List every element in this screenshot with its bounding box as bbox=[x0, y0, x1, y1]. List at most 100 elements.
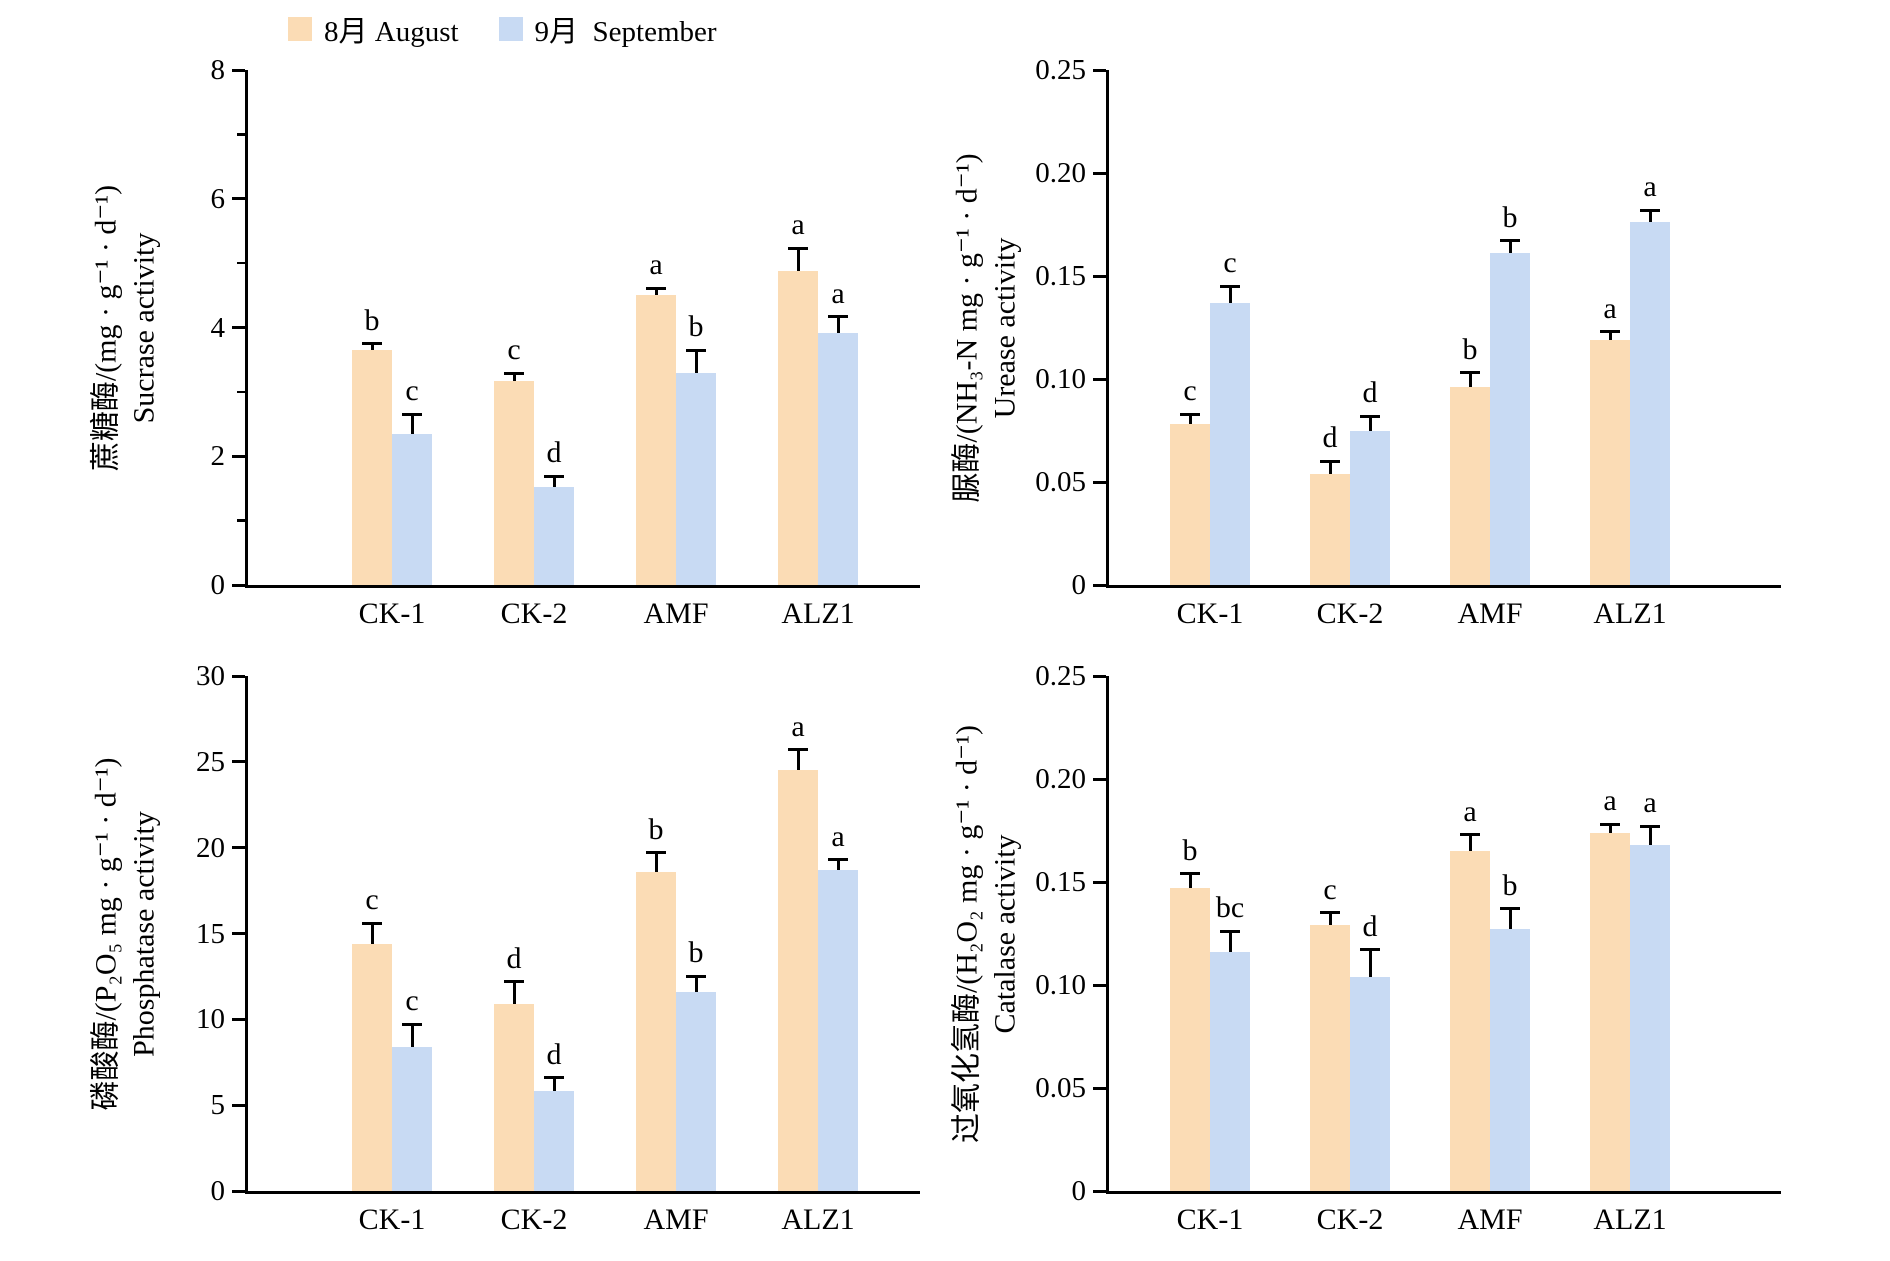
bar-sucrase-CK-2-september bbox=[534, 487, 574, 585]
bar-phosphatase-CK-2-august bbox=[494, 1003, 534, 1191]
september-swatch-icon bbox=[498, 17, 523, 41]
bar-catalase-CK-2-august bbox=[1310, 925, 1350, 1191]
errorbar-catalase-ALZ1-september bbox=[1648, 826, 1652, 845]
y-tick-mark bbox=[1093, 880, 1106, 884]
errorbar-phosphatase-CK-1-august bbox=[370, 923, 374, 944]
sig-letter-catalase-AMF-september: b bbox=[1502, 868, 1518, 902]
bar-phosphatase-AMF-september bbox=[676, 991, 716, 1191]
errorbar-urease-AMF-august bbox=[1468, 372, 1472, 388]
x-tick-label-catalase-AMF: AMF bbox=[1457, 1203, 1523, 1236]
errorbar-cap-sucrase-CK-2-august bbox=[504, 371, 524, 375]
y-tick-mark bbox=[232, 846, 245, 850]
y-tick-mark bbox=[1093, 377, 1106, 381]
y-tick-label: 0 bbox=[1071, 569, 1087, 601]
errorbar-catalase-CK-2-september bbox=[1368, 950, 1372, 977]
errorbar-cap-phosphatase-CK-1-august bbox=[362, 921, 382, 925]
bar-catalase-CK-1-august bbox=[1170, 888, 1210, 1191]
errorbar-cap-sucrase-AMF-september bbox=[686, 348, 706, 352]
errorbar-cap-catalase-CK-1-september bbox=[1220, 929, 1240, 933]
sig-letter-sucrase-ALZ1-september: a bbox=[831, 276, 845, 310]
errorbar-cap-urease-CK-1-september bbox=[1220, 284, 1240, 288]
y-tick-label: 0.15 bbox=[1035, 866, 1086, 898]
errorbar-cap-urease-CK-2-september bbox=[1360, 414, 1380, 418]
errorbar-urease-CK-1-september bbox=[1228, 286, 1232, 303]
y-tick-label: 0.25 bbox=[1035, 54, 1086, 86]
y-minor-tick-mark bbox=[237, 261, 245, 265]
y-tick-label: 30 bbox=[196, 660, 225, 692]
bar-urease-AMF-september bbox=[1490, 253, 1530, 585]
errorbar-phosphatase-CK-1-september bbox=[410, 1024, 414, 1047]
sig-letter-catalase-AMF-august: a bbox=[1463, 794, 1477, 828]
bar-sucrase-ALZ1-august bbox=[778, 270, 818, 585]
errorbar-catalase-AMF-september bbox=[1508, 908, 1512, 930]
sig-letter-urease-ALZ1-august: a bbox=[1603, 291, 1617, 325]
sig-letter-catalase-CK-2-september: d bbox=[1362, 909, 1378, 943]
bar-phosphatase-AMF-august bbox=[636, 871, 676, 1191]
bar-phosphatase-ALZ1-september bbox=[818, 869, 858, 1191]
y-tick-mark bbox=[1093, 68, 1106, 72]
sig-letter-sucrase-AMF-september: b bbox=[688, 310, 704, 344]
errorbar-sucrase-ALZ1-august bbox=[796, 248, 800, 271]
errorbar-cap-phosphatase-CK-1-september bbox=[402, 1022, 422, 1026]
sig-letter-phosphatase-ALZ1-september: a bbox=[831, 819, 845, 853]
errorbar-cap-sucrase-ALZ1-september bbox=[828, 315, 848, 319]
y-tick-mark bbox=[232, 760, 245, 764]
bar-phosphatase-CK-1-august bbox=[352, 943, 392, 1191]
bar-phosphatase-CK-1-september bbox=[392, 1046, 432, 1191]
legend-item-september: 9月 September bbox=[498, 8, 717, 50]
y-tick-mark bbox=[232, 1189, 245, 1193]
y-minor-tick-mark bbox=[237, 390, 245, 394]
errorbar-phosphatase-CK-2-august bbox=[512, 981, 516, 1004]
x-tick-label-sucrase-CK-1: CK-1 bbox=[358, 597, 426, 630]
errorbar-cap-catalase-ALZ1-august bbox=[1600, 822, 1620, 826]
errorbar-cap-sucrase-ALZ1-august bbox=[788, 246, 808, 250]
y-tick-label: 0 bbox=[210, 569, 226, 601]
errorbar-cap-catalase-CK-2-august bbox=[1320, 911, 1340, 915]
y-tick-mark bbox=[1093, 777, 1106, 781]
y-tick-label: 0.10 bbox=[1035, 969, 1086, 1001]
bar-catalase-AMF-september bbox=[1490, 929, 1530, 1191]
y-tick-mark bbox=[1093, 274, 1106, 278]
errorbar-cap-urease-ALZ1-september bbox=[1640, 208, 1660, 212]
errorbar-phosphatase-AMF-september bbox=[694, 976, 698, 992]
bar-sucrase-CK-1-august bbox=[352, 350, 392, 585]
bar-phosphatase-CK-2-september bbox=[534, 1091, 574, 1191]
y-tick-mark bbox=[1093, 480, 1106, 484]
y-tick-mark bbox=[232, 1017, 245, 1021]
y-tick-mark bbox=[232, 454, 245, 458]
y-tick-label: 0.05 bbox=[1035, 1072, 1086, 1104]
y-tick-label: 0.10 bbox=[1035, 363, 1086, 395]
bar-sucrase-CK-1-september bbox=[392, 433, 432, 585]
errorbar-sucrase-ALZ1-september bbox=[836, 316, 840, 333]
legend-label-august: 8月 August bbox=[324, 16, 459, 48]
chart-sucrase: 0 2 4 6 8 b c CK-1 c d CK-2 a b AMF a a ALZ1 bbox=[211, 55, 920, 630]
y-tick-mark bbox=[232, 1103, 245, 1107]
y-axis-label-catalase: 过氧化氢酶/(H₂O₂ mg · g⁻¹ · d⁻¹) Catalase acti… bbox=[948, 606, 1028, 1261]
errorbar-sucrase-CK-2-august bbox=[512, 373, 516, 381]
bar-catalase-ALZ1-september bbox=[1630, 844, 1670, 1191]
errorbar-cap-urease-CK-1-august bbox=[1180, 412, 1200, 416]
y-tick-label: 0.25 bbox=[1035, 660, 1086, 692]
y-tick-label: 0 bbox=[210, 1175, 226, 1207]
y-tick-label: 0.20 bbox=[1035, 763, 1086, 795]
y-tick-mark bbox=[232, 326, 245, 329]
sig-letter-urease-CK-2-august: d bbox=[1322, 421, 1338, 455]
y-tick-label: 10 bbox=[196, 1003, 225, 1036]
x-tick-label-urease-ALZ1: ALZ1 bbox=[1593, 597, 1667, 630]
legend: 8月 August 9月 September bbox=[288, 8, 717, 50]
errorbar-urease-CK-1-august bbox=[1188, 414, 1192, 425]
errorbar-urease-CK-2-september bbox=[1368, 416, 1372, 431]
errorbar-catalase-ALZ1-august bbox=[1608, 824, 1612, 833]
bar-urease-CK-1-september bbox=[1210, 302, 1250, 585]
sig-letter-sucrase-CK-2-september: d bbox=[546, 436, 562, 470]
legend-label-september: 9月 September bbox=[534, 16, 717, 48]
sig-letter-urease-CK-2-september: d bbox=[1362, 376, 1378, 410]
errorbar-urease-ALZ1-september bbox=[1648, 210, 1652, 223]
y-axis-label-urease: 脲酶/(NH₃-N mg · g⁻¹ · d⁻¹) Urease activity bbox=[948, 0, 1028, 655]
y-tick-label: 15 bbox=[196, 917, 225, 950]
errorbar-cap-catalase-AMF-august bbox=[1460, 833, 1480, 837]
errorbar-sucrase-CK-1-september bbox=[410, 414, 414, 434]
errorbar-cap-sucrase-AMF-august bbox=[646, 286, 666, 290]
errorbar-cap-phosphatase-ALZ1-september bbox=[828, 858, 848, 862]
sig-letter-urease-ALZ1-september: a bbox=[1643, 170, 1657, 204]
